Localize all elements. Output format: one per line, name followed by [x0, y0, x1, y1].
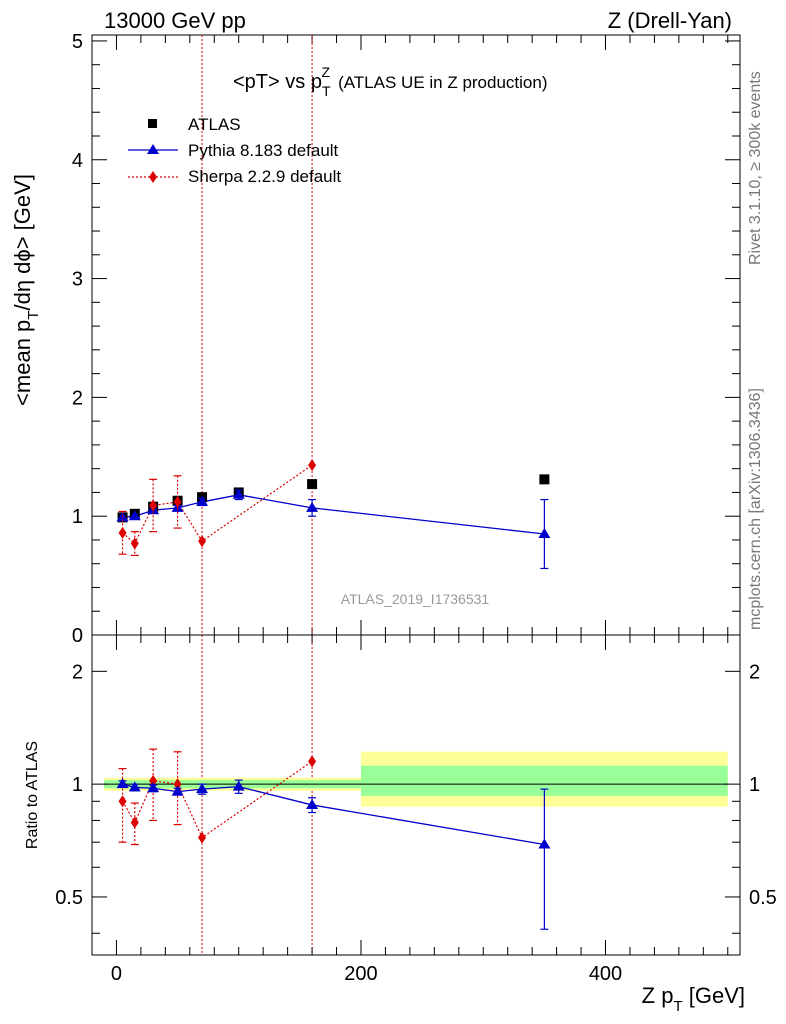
ratio-y-tick-label-right: 2 [749, 661, 760, 683]
header-right-label: Z (Drell-Yan) [608, 8, 732, 33]
ratio-pythia-point [196, 783, 209, 794]
analysis-watermark: ATLAS_2019_I1736531 [341, 591, 490, 607]
legend-atlas-label: ATLAS [188, 115, 241, 134]
legend-entry-sherpa: Sherpa 2.2.9 default [128, 167, 341, 186]
ratio-pythia-point [232, 780, 245, 791]
pythia-point [196, 495, 209, 506]
ratio-y-tick-label-left: 2 [72, 661, 83, 683]
ratio-sherpa-point [308, 755, 317, 768]
main-y-tick-label: 2 [72, 387, 83, 409]
ratio-panel: 0 200 400 0.5 0.5 1 1 2 2 Ratio to ATLAS Z pT [G… [24, 634, 777, 1015]
plot-title-main: <pT> vs p [233, 71, 322, 93]
ratio-axis-ticks: 0 200 400 0.5 0.5 1 1 2 2 [55, 635, 777, 985]
x-tick-label: 200 [344, 963, 377, 985]
ratio-sherpa-point [173, 778, 182, 791]
legend-pythia-label: Pythia 8.183 default [188, 141, 339, 160]
ratio-sherpa-point [198, 831, 207, 844]
ratio-panel-frame [91, 634, 741, 956]
pythia-point [538, 528, 551, 539]
legend: ATLAS Pythia 8.183 default Sherpa 2.2.9 … [128, 115, 341, 186]
ratio-sherpa-point [149, 774, 158, 787]
ratio-sherpa-point [118, 795, 127, 808]
ratio-pythia-point [171, 785, 184, 796]
pythia-point [232, 488, 245, 499]
x-tick-label: 400 [589, 963, 622, 985]
legend-sherpa-label: Sherpa 2.2.9 default [188, 167, 341, 186]
mcplots-label: mcplots.cern.ch [arXiv:1306.3436] [747, 388, 764, 630]
x-axis-label-b: [GeV] [683, 983, 745, 1008]
plot-title-sub: T [322, 83, 331, 99]
ratio-y-axis-label: Ratio to ATLAS [24, 741, 41, 849]
atlas-point [307, 479, 318, 490]
pythia-point [128, 510, 141, 521]
x-axis-label-sub: T [673, 998, 682, 1015]
pythia-point [306, 501, 319, 512]
sherpa-point [173, 495, 182, 508]
ratio-uncertainty-bands [104, 751, 728, 807]
ratio-y-tick-label-left: 1 [72, 774, 83, 796]
ratio-y-tick-label-right: 1 [749, 774, 760, 796]
ratio-pythia-point [306, 798, 319, 809]
main-y-tick-label: 0 [72, 625, 83, 647]
atlas-point [539, 474, 550, 485]
main-y-axis-label: <mean pT/dη dϕ> [GeV] [10, 174, 42, 406]
plot-title-note: (ATLAS UE in Z production) [338, 73, 547, 92]
ratio-pythia-point [128, 781, 141, 792]
main-data-marks [116, 35, 551, 955]
legend-entry-atlas: ATLAS [148, 115, 241, 134]
x-tick-label: 0 [111, 963, 122, 985]
sherpa-point [149, 499, 158, 512]
ratio-pythia-point [147, 782, 160, 793]
ratio-data-marks [116, 748, 551, 930]
main-axis-ticks: 0 1 2 3 4 5 [72, 31, 740, 647]
legend-entry-pythia: Pythia 8.183 default [128, 141, 339, 160]
legend-pythia-marker [147, 144, 159, 154]
sherpa-point [130, 537, 139, 550]
sherpa-point [118, 526, 127, 539]
x-axis-label-a: Z p [642, 983, 674, 1008]
main-y-axis-label-sub: T [25, 311, 42, 320]
ratio-sherpa-line [122, 760, 313, 839]
main-y-tick-label: 3 [72, 269, 83, 291]
ratio-pythia-point [538, 838, 551, 849]
header-left-label: 13000 GeV pp [104, 8, 246, 33]
sherpa-point [198, 535, 207, 548]
main-y-tick-label: 1 [72, 506, 83, 528]
plot-title: <pT> vs pTZ (ATLAS UE in Z production) [233, 64, 548, 99]
sherpa-point [308, 459, 317, 472]
pythia-line [122, 494, 545, 535]
ratio-y-tick-label-left: 0.5 [55, 887, 83, 909]
legend-sherpa-marker [149, 171, 157, 183]
plot-title-sup: Z [322, 64, 331, 80]
main-y-tick-label: 5 [72, 31, 83, 53]
ratio-y-tick-label-right: 0.5 [749, 887, 777, 909]
main-y-tick-label: 4 [72, 150, 83, 172]
x-axis-label: Z pT [GeV] [642, 983, 745, 1015]
legend-atlas-marker [148, 119, 157, 128]
main-y-axis-label-b: /dη dϕ> [GeV] [10, 174, 35, 310]
ratio-sherpa-point [130, 816, 139, 829]
ratio-pythia-point [116, 778, 129, 789]
rivet-version-label: Rivet 3.1.10, ≥ 300k events [747, 71, 764, 265]
main-y-axis-label-a: <mean p [10, 320, 35, 406]
